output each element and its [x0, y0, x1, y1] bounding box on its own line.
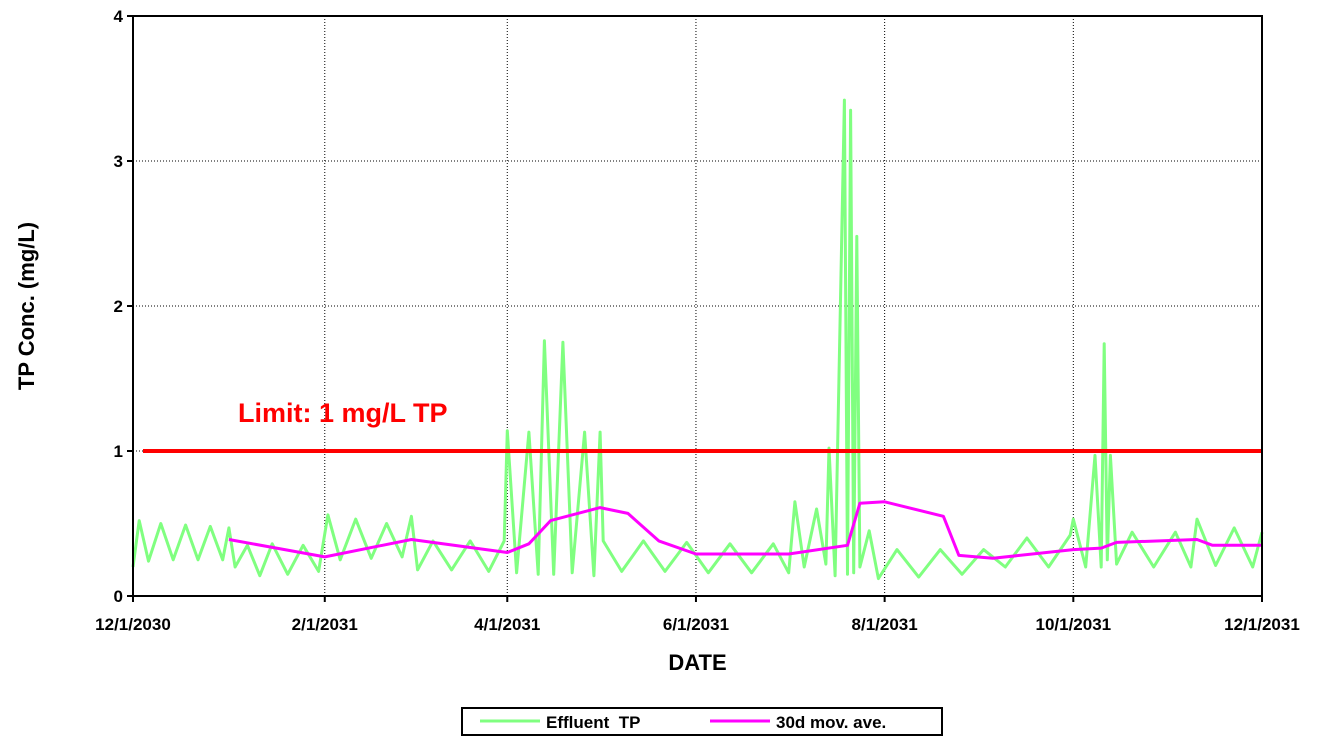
- y-tick-label: 2: [114, 297, 123, 316]
- x-tick-label: 2/1/2031: [292, 615, 358, 634]
- plot-frame: [132, 15, 1263, 597]
- series-line: [228, 500, 1262, 560]
- y-tick-label: 3: [114, 152, 123, 171]
- y-axis-title: TP Conc. (mg/L): [14, 222, 39, 390]
- legend-label: Effluent TP: [546, 713, 640, 732]
- x-tick-label: 10/1/2031: [1035, 615, 1111, 634]
- x-tick-label: 8/1/2031: [852, 615, 918, 634]
- y-tick-label: 4: [114, 7, 124, 26]
- x-tick-label: 4/1/2031: [474, 615, 540, 634]
- limit-label: Limit: 1 mg/L TP: [238, 398, 448, 428]
- x-tick-label: 6/1/2031: [663, 615, 729, 634]
- legend-label: 30d mov. ave.: [776, 713, 886, 732]
- y-tick-label: 0: [114, 587, 123, 606]
- x-axis-title: DATE: [668, 650, 726, 675]
- x-tick-label: 12/1/2031: [1224, 615, 1300, 634]
- x-tick-label: 12/1/2030: [95, 615, 171, 634]
- y-tick-label: 1: [114, 442, 123, 461]
- legend-box: [461, 707, 943, 736]
- series-line: [131, 98, 1264, 581]
